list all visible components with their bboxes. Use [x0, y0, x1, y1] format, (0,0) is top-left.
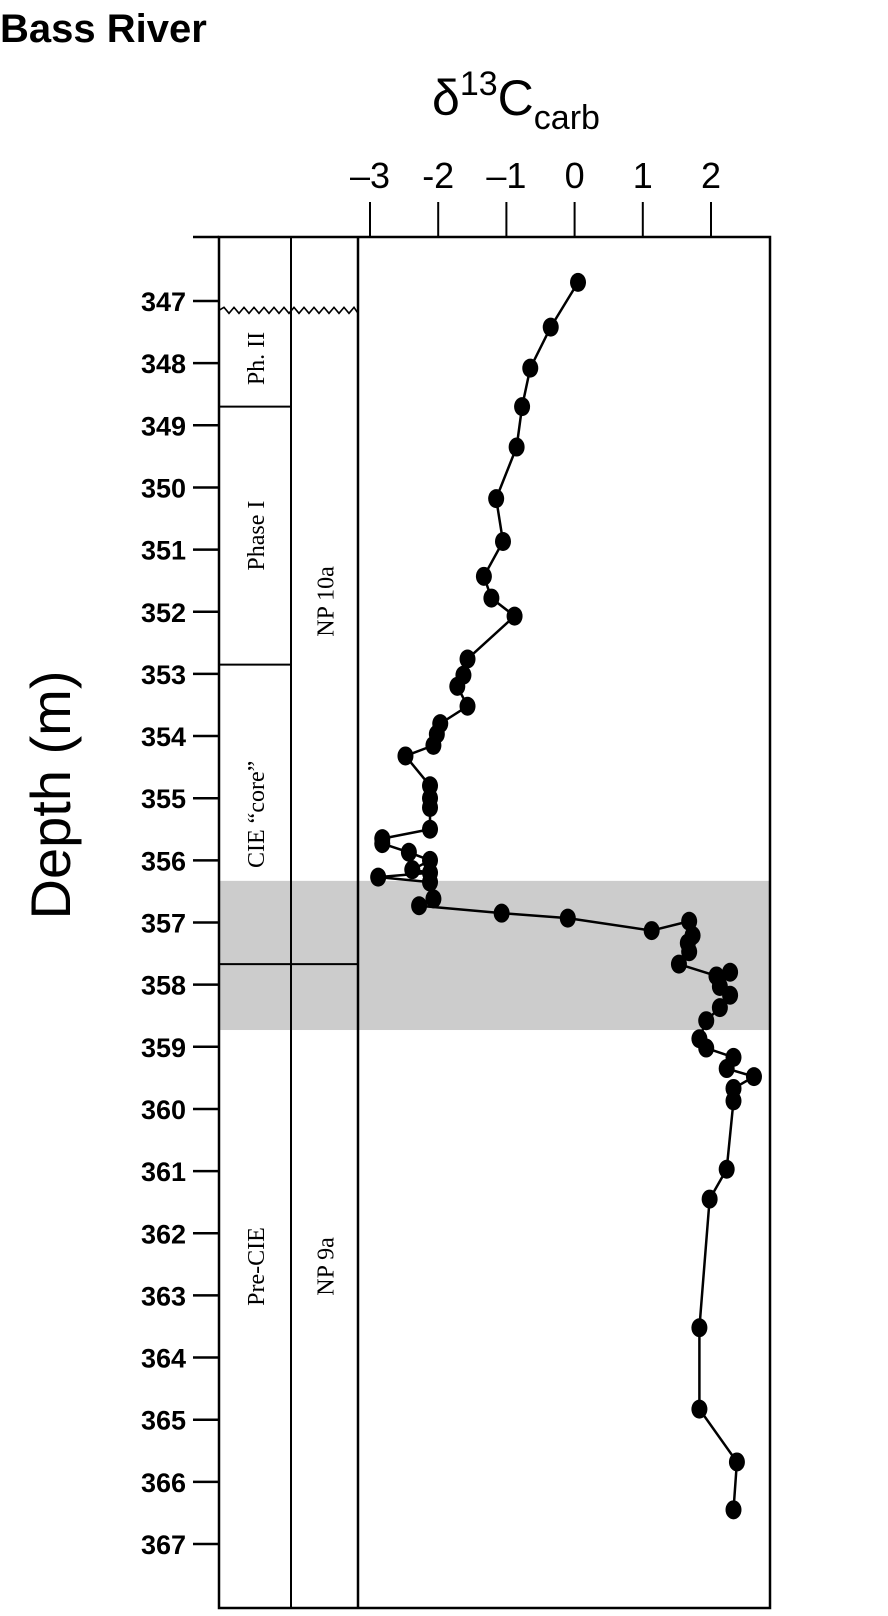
data-point	[422, 798, 439, 818]
data-point	[698, 1038, 715, 1058]
data-layer	[370, 272, 762, 1520]
phase-zone-label: CIE “core”	[244, 761, 270, 868]
x-axis-ticks: –3 -2 –1 0 1 2	[350, 155, 721, 237]
data-point	[701, 1189, 718, 1209]
y-tick-label: 362	[141, 1219, 186, 1249]
data-point	[411, 896, 428, 916]
data-point	[745, 1067, 762, 1087]
y-tick-label: 364	[141, 1344, 186, 1374]
data-point	[459, 696, 476, 716]
data-point	[711, 998, 728, 1018]
data-point	[725, 1500, 742, 1520]
data-point	[722, 985, 739, 1005]
data-point	[422, 819, 439, 839]
phase-zone-label: Pre-CIE	[244, 1227, 270, 1306]
y-tick-label: 353	[141, 660, 186, 690]
zone-layer: Ph. II Phase I CIE “core” Pre-CIE NP 10a NP 9…	[244, 332, 340, 1306]
data-point	[514, 397, 531, 417]
data-point	[449, 676, 466, 696]
data-point	[718, 1159, 735, 1179]
data-point	[728, 1452, 745, 1472]
phase-zone-label: Phase I	[244, 501, 270, 571]
y-tick-label: 352	[141, 598, 186, 628]
data-point	[670, 954, 687, 974]
y-tick-label: 349	[141, 411, 186, 441]
data-point	[483, 588, 500, 608]
data-point	[506, 606, 523, 626]
nanno-zone-label: NP 10a	[314, 566, 340, 637]
y-tick-label: 355	[141, 784, 186, 814]
x-axis-title-symbol: δ	[432, 70, 460, 126]
y-axis-title: Depth (m)	[19, 671, 82, 920]
data-point	[425, 735, 442, 755]
y-tick-label: 356	[141, 846, 186, 876]
data-point	[725, 1091, 742, 1111]
chart-title: Bass River	[0, 7, 207, 51]
y-tick-label: 351	[141, 536, 186, 566]
y-axis-ticks: 347 348 349 350 351 352 353 354 355 356 357 358 359 3…	[141, 235, 219, 1560]
data-point	[722, 962, 739, 982]
data-point	[681, 942, 698, 962]
x-tick-label: 0	[565, 155, 585, 196]
nanno-zone-label: NP 9a	[314, 1237, 340, 1296]
y-tick-label: 354	[141, 722, 186, 752]
data-point	[404, 860, 421, 880]
data-point	[698, 1011, 715, 1031]
y-tick-label: 347	[141, 287, 186, 317]
x-tick-label: 2	[701, 155, 721, 196]
data-point	[488, 489, 505, 509]
data-point	[542, 317, 559, 337]
data-point	[422, 872, 439, 892]
data-point	[400, 842, 417, 862]
y-tick-label: 359	[141, 1033, 186, 1063]
y-tick-label: 366	[141, 1468, 186, 1498]
data-point	[370, 867, 387, 887]
phase-zone-label: Ph. II	[244, 332, 270, 385]
data-point	[643, 921, 660, 941]
data-point	[691, 1318, 708, 1338]
data-point	[374, 834, 391, 854]
data-point	[425, 889, 442, 909]
x-axis-title-main: δ13Ccarb	[432, 65, 600, 137]
y-tick-label: 357	[141, 909, 186, 939]
x-axis-title-superscript: 13	[460, 65, 498, 103]
data-point	[508, 437, 525, 457]
unconformity-line	[218, 305, 359, 315]
data-point	[681, 911, 698, 931]
data-point	[397, 746, 414, 766]
data-point	[522, 358, 539, 378]
y-tick-label: 360	[141, 1095, 186, 1125]
x-axis-title-letter: C	[498, 70, 534, 126]
data-point	[475, 566, 492, 586]
y-tick-label: 365	[141, 1406, 186, 1436]
y-tick-label: 348	[141, 349, 186, 379]
data-point	[493, 903, 510, 923]
data-point	[718, 1059, 735, 1079]
y-tick-label: 361	[141, 1157, 186, 1187]
y-tick-label: 367	[141, 1530, 186, 1560]
data-point	[559, 908, 576, 928]
y-tick-label: 350	[141, 473, 186, 503]
x-axis-title: δ13Ccarb	[432, 65, 600, 137]
y-tick-label: 358	[141, 971, 186, 1001]
x-axis-title-subscript: carb	[534, 99, 600, 137]
data-point	[494, 532, 511, 552]
data-point	[459, 649, 476, 669]
data-point	[570, 272, 587, 292]
x-tick-label: –3	[350, 155, 390, 196]
y-tick-label: 363	[141, 1281, 186, 1311]
x-tick-label: –1	[486, 155, 526, 196]
x-tick-label: 1	[633, 155, 653, 196]
x-tick-label: -2	[422, 155, 454, 196]
data-point	[691, 1399, 708, 1419]
